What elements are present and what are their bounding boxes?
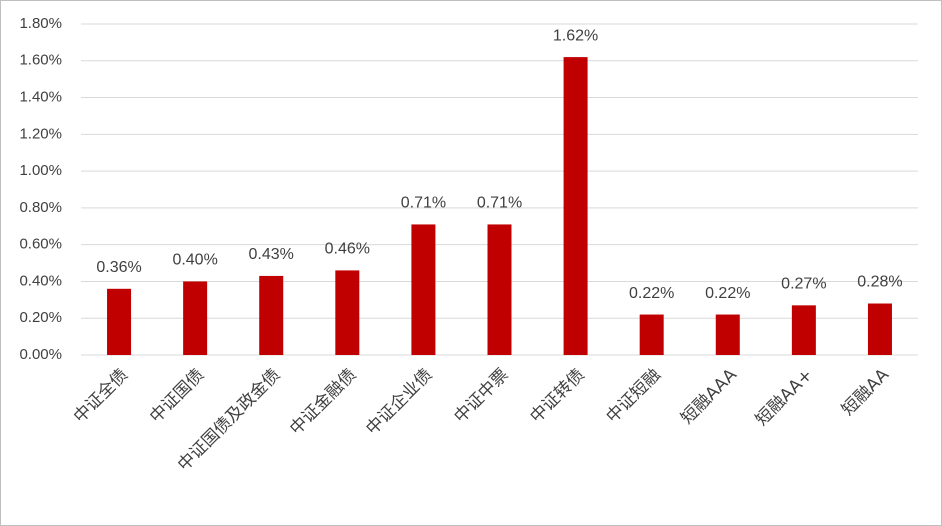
value-label: 0.22%: [629, 285, 674, 302]
value-label: 0.28%: [857, 274, 902, 291]
value-label: 0.71%: [401, 195, 446, 212]
value-label: 0.71%: [477, 195, 522, 212]
y-tick-label: 1.40%: [19, 89, 62, 106]
y-tick-label: 1.60%: [19, 52, 62, 69]
bar: [183, 281, 208, 355]
bar: [335, 270, 360, 355]
value-label: 0.27%: [781, 276, 826, 293]
value-label: 0.46%: [325, 241, 370, 258]
value-label: 0.43%: [249, 246, 294, 263]
bar: [867, 303, 892, 355]
y-tick-label: 1.00%: [19, 162, 62, 179]
bar: [411, 224, 436, 355]
value-label: 0.22%: [705, 285, 750, 302]
bar: [259, 275, 284, 355]
bar: [791, 305, 816, 355]
bar: [107, 288, 132, 355]
y-tick-label: 1.20%: [19, 125, 62, 142]
bar: [639, 314, 664, 355]
y-tick-label: 0.00%: [19, 346, 62, 363]
y-tick-label: 1.80%: [19, 15, 62, 32]
bar: [563, 57, 588, 355]
value-label: 1.62%: [553, 27, 598, 44]
y-tick-label: 0.20%: [19, 309, 62, 326]
bar: [487, 224, 512, 355]
y-tick-label: 0.40%: [19, 272, 62, 289]
y-tick-label: 0.80%: [19, 199, 62, 216]
value-label: 0.40%: [172, 252, 217, 269]
bar: [715, 314, 740, 355]
y-tick-label: 0.60%: [19, 236, 62, 253]
value-label: 0.36%: [96, 259, 141, 276]
